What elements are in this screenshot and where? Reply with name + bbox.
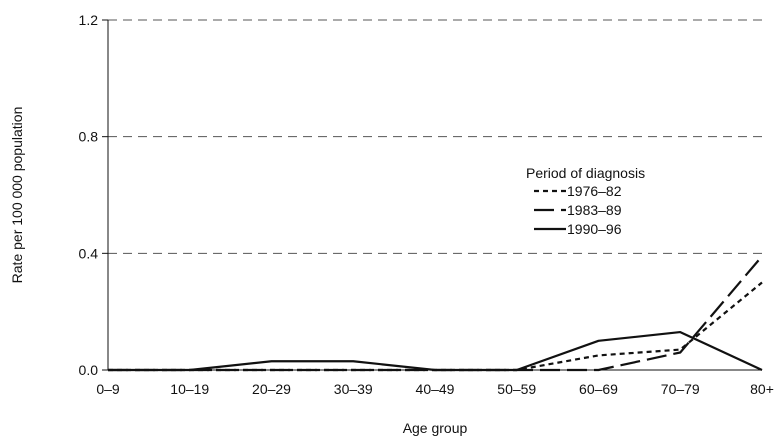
- legend: Period of diagnosis 1976–82 1983–89 1990–9…: [526, 165, 645, 237]
- x-tick-label: 0–9: [96, 381, 120, 397]
- legend-label: 1983–89: [567, 202, 622, 218]
- x-tick-label: 40–49: [416, 381, 455, 397]
- x-tick-label: 70–79: [661, 381, 700, 397]
- y-tick-labels: 0.0 0.4 0.8 1.2: [79, 12, 108, 378]
- x-axis-title: Age group: [403, 420, 468, 436]
- grid-lines: [108, 19, 762, 254]
- series-line: [108, 255, 763, 372]
- legend-title: Period of diagnosis: [526, 165, 645, 181]
- x-tick-label: 10–19: [170, 381, 209, 397]
- x-tick-label: 30–39: [334, 381, 373, 397]
- x-tick-label: 50–59: [497, 381, 536, 397]
- legend-label: 1976–82: [567, 183, 622, 199]
- y-axis-title: Rate per 100 000 population: [9, 107, 25, 284]
- x-tick-labels: 0–9 10–19 20–29 30–39 40–49 50–59 60–69 70–79 80…: [96, 381, 774, 397]
- y-tick-label: 0.8: [79, 129, 99, 145]
- y-tick-label: 1.2: [79, 12, 99, 28]
- x-tick-label: 20–29: [252, 381, 291, 397]
- y-tick-label: 0.4: [79, 245, 99, 261]
- series-lines: [108, 255, 763, 372]
- series-line: [108, 330, 763, 372]
- y-tick-label: 0.0: [79, 362, 99, 378]
- x-tick-label: 60–69: [579, 381, 618, 397]
- legend-label: 1990–96: [567, 221, 622, 237]
- x-tick-label: 80+: [750, 381, 774, 397]
- legend-items: 1976–82 1983–89 1990–96: [534, 183, 622, 237]
